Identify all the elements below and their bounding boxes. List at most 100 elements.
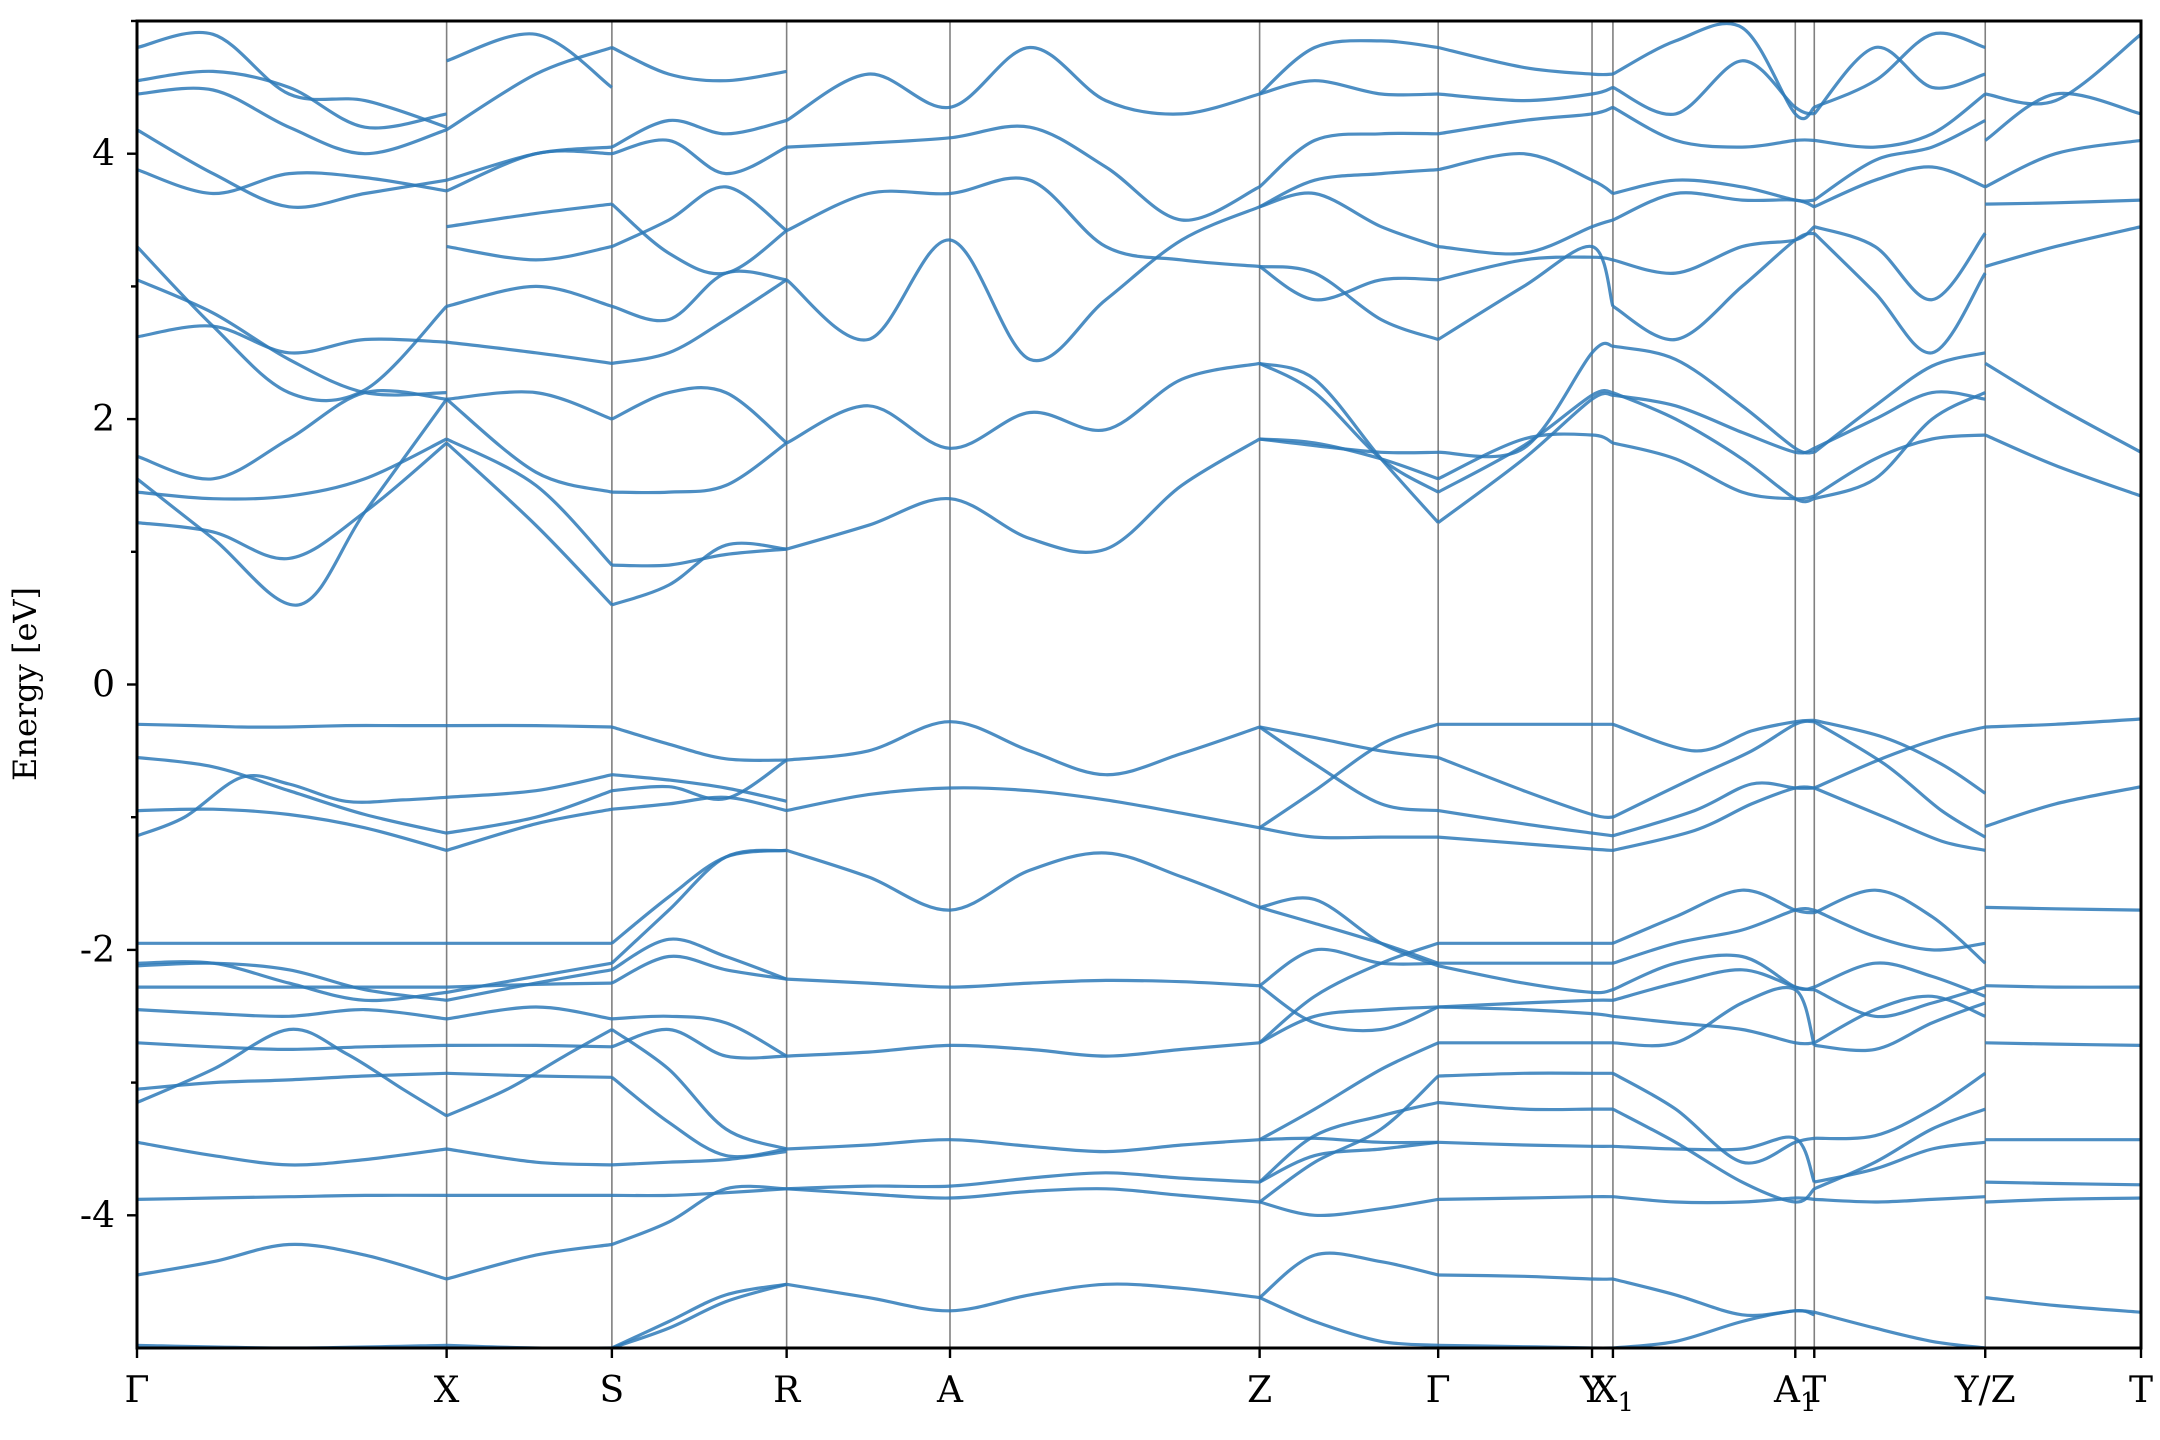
band-line-74 xyxy=(786,1187,1260,1204)
band-line-0 xyxy=(137,722,447,729)
x-tick-label-9: A1 xyxy=(1773,1370,1817,1418)
band-line-157 xyxy=(611,547,787,568)
band-line-17 xyxy=(1259,826,1439,840)
band-line-9 xyxy=(611,773,787,803)
band-line-110 xyxy=(1612,1135,1816,1183)
band-line-214 xyxy=(1814,92,1987,149)
band-line-34 xyxy=(137,960,447,1003)
band-line-4 xyxy=(446,723,612,729)
band-line-20 xyxy=(1437,809,1614,838)
band-line-151 xyxy=(446,202,613,229)
band-line-54 xyxy=(446,1242,613,1281)
band-line-114 xyxy=(1813,888,1987,965)
band-line-200 xyxy=(1612,225,1816,275)
band-line-7 xyxy=(446,807,613,852)
band-line-183 xyxy=(1258,39,1439,96)
x-tick-label-1: X xyxy=(434,1370,460,1411)
band-line-185 xyxy=(1437,389,1614,494)
band-line-16 xyxy=(1258,722,1439,830)
band-line-105 xyxy=(1612,968,1815,1002)
band-line-14 xyxy=(1259,725,1439,760)
band-line-108 xyxy=(1612,1071,1815,1165)
band-line-141 xyxy=(137,86,448,156)
band-line-25 xyxy=(1612,785,1815,852)
x-tick-label-8: X1 xyxy=(1592,1370,1634,1418)
band-line-120 xyxy=(1814,1071,1987,1141)
band-line-150 xyxy=(446,245,613,262)
band-line-92 xyxy=(1437,964,1614,995)
band-line-129 xyxy=(1985,1180,2141,1187)
band-line-72 xyxy=(786,1138,1260,1154)
band-line-37 xyxy=(137,1041,447,1051)
band-line-60 xyxy=(611,1014,788,1058)
band-line-11 xyxy=(611,795,787,813)
band-line-3 xyxy=(137,773,447,838)
band-line-73 xyxy=(786,1171,1260,1191)
band-line-70 xyxy=(786,977,1260,989)
band-line-116 xyxy=(1813,961,1986,998)
band-line-196 xyxy=(1612,391,1815,504)
band-line-179 xyxy=(1259,191,1439,249)
band-line-174 xyxy=(1259,437,1439,481)
band-line-88 xyxy=(1258,1251,1439,1299)
band-line-109 xyxy=(1612,1107,1816,1204)
band-line-19 xyxy=(1437,756,1614,819)
band-line-139 xyxy=(137,168,447,196)
band-line-223 xyxy=(1984,33,2141,106)
band-line-149 xyxy=(446,284,613,308)
band-line-28 xyxy=(1813,725,1986,790)
band-line-57 xyxy=(610,848,787,965)
band-line-23 xyxy=(1612,719,1815,819)
band-line-78 xyxy=(1258,947,1439,988)
band-line-8 xyxy=(611,725,787,762)
y-tick-label-2: 0 xyxy=(92,665,115,706)
band-line-5 xyxy=(446,773,613,799)
x-tick-label-7: Y xyxy=(1579,1370,1605,1411)
band-line-187 xyxy=(1438,341,1614,459)
band-line-216 xyxy=(1813,31,1986,109)
x-tick-label-12: T xyxy=(2129,1370,2153,1411)
band-line-38 xyxy=(137,1027,448,1118)
band-line-176 xyxy=(1259,361,1440,524)
band-line-194 xyxy=(1437,45,1613,77)
band-line-205 xyxy=(1612,21,1816,121)
band-line-39 xyxy=(137,1071,447,1091)
band-line-52 xyxy=(446,1147,612,1167)
band-line-172 xyxy=(785,45,1261,122)
band-line-93 xyxy=(1438,998,1613,1009)
band-line-208 xyxy=(1813,390,1986,450)
y-tick-label-1: 2 xyxy=(92,399,115,440)
band-line-181 xyxy=(1258,131,1439,189)
band-line-100 xyxy=(1438,1273,1613,1281)
band-line-198 xyxy=(1612,344,1815,455)
band-line-97 xyxy=(1438,1100,1613,1112)
band-line-40 xyxy=(137,1140,447,1167)
band-line-136 xyxy=(137,324,447,355)
band-line-2 xyxy=(137,807,448,852)
band-line-42 xyxy=(137,1242,448,1281)
band-line-130 xyxy=(1985,1196,2141,1204)
band-line-67 xyxy=(611,1282,787,1348)
band-line-177 xyxy=(1259,264,1439,342)
band-line-193 xyxy=(1438,85,1614,103)
band-line-75 xyxy=(786,1282,1260,1313)
band-line-6 xyxy=(446,789,613,835)
band-line-123 xyxy=(1814,1195,1986,1204)
band-line-220 xyxy=(1985,198,2141,206)
band-line-94 xyxy=(1438,1005,1614,1018)
band-line-107 xyxy=(1612,985,1816,1048)
band-series xyxy=(137,21,2141,1348)
band-line-21 xyxy=(1438,835,1613,852)
band-line-156 xyxy=(611,541,787,607)
band-line-58 xyxy=(611,937,788,981)
band-line-13 xyxy=(786,786,1260,830)
x-tick-label-5: Z xyxy=(1247,1370,1272,1411)
band-line-218 xyxy=(1984,362,2141,454)
band-line-15 xyxy=(1258,725,1439,813)
x-tick-label-10: T xyxy=(1802,1370,1826,1411)
band-line-160 xyxy=(611,278,788,365)
band-line-222 xyxy=(1984,91,2141,142)
band-line-81 xyxy=(1258,941,1439,1045)
band-line-79 xyxy=(1258,984,1439,1033)
